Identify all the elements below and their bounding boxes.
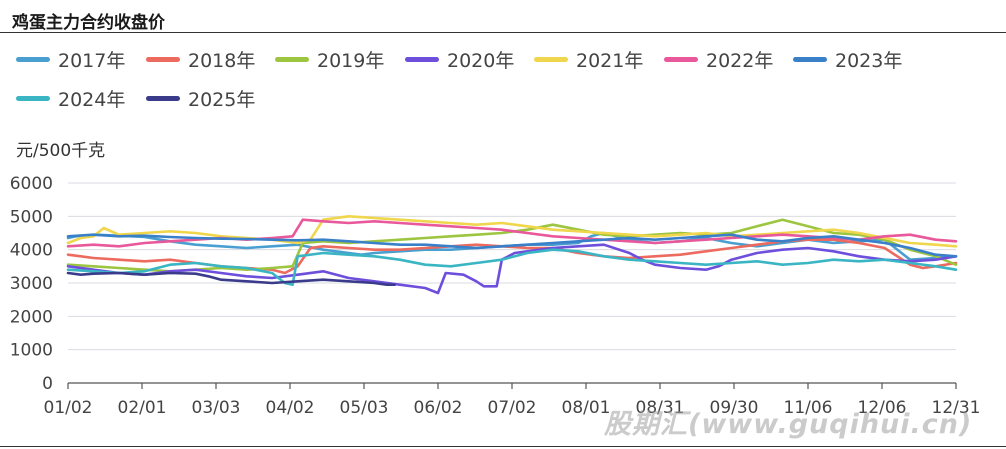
legend-swatch [664, 57, 698, 62]
x-tick-label: 08/01 [562, 398, 611, 418]
x-tick-label: 07/02 [488, 398, 537, 418]
x-tick-label: 08/31 [636, 398, 685, 418]
x-tick-label: 05/03 [340, 398, 389, 418]
x-tick-label: 01/02 [44, 398, 93, 418]
y-axis-unit-label: 元/500千克 [16, 141, 106, 161]
legend-item-2018年[interactable]: 2018年 [146, 46, 255, 73]
y-tick-label: 1000 [10, 341, 53, 361]
legend-item-2019年[interactable]: 2019年 [275, 46, 384, 73]
series-line-2021年 [66, 215, 958, 248]
legend-label: 2019年 [317, 50, 385, 72]
legend-swatch [534, 57, 568, 62]
y-tick-label: 3000 [10, 274, 53, 294]
x-tick-label: 09/30 [710, 398, 759, 418]
legend-label: 2024年 [58, 89, 126, 111]
x-tick-label: 04/02 [266, 398, 315, 418]
legend-swatch [793, 57, 827, 62]
x-tick-label: 06/02 [414, 398, 463, 418]
y-tick-label: 4000 [10, 241, 53, 261]
legend-item-2025年[interactable]: 2025年 [146, 85, 255, 112]
legend-label: 2018年 [188, 50, 256, 72]
title-divider [0, 32, 1006, 33]
legend-swatch [146, 96, 180, 101]
legend-item-2020年[interactable]: 2020年 [405, 46, 514, 73]
legend-item-2023年[interactable]: 2023年 [793, 46, 902, 73]
y-tick-label: 0 [42, 374, 53, 394]
legend-label: 2020年 [447, 50, 515, 72]
legend-item-2021年[interactable]: 2021年 [534, 46, 643, 73]
legend-item-2022年[interactable]: 2022年 [664, 46, 773, 73]
bottom-divider [0, 446, 1006, 447]
legend-swatch [146, 57, 180, 62]
x-tick-label: 12/06 [858, 398, 907, 418]
x-tick-label: 11/06 [784, 398, 833, 418]
legend-item-2024年[interactable]: 2024年 [16, 85, 125, 112]
legend-label: 2017年 [58, 50, 126, 72]
legend-item-2017年[interactable]: 2017年 [16, 46, 125, 73]
x-tick-label: 03/03 [192, 398, 241, 418]
legend-swatch [275, 57, 309, 62]
y-tick-label: 6000 [10, 174, 53, 194]
x-tick-label: 02/01 [118, 398, 167, 418]
series-line-2025年 [66, 271, 396, 286]
series-line-2024年 [66, 248, 958, 286]
legend-swatch [16, 57, 50, 62]
chart-title: 鸡蛋主力合约收盘价 [12, 13, 165, 33]
x-tick-label: 12/31 [932, 398, 981, 418]
legend-label: 2022年 [706, 50, 774, 72]
series-line-2023年 [66, 233, 958, 258]
legend-swatch [16, 96, 50, 101]
legend-label: 2025年 [188, 89, 256, 111]
series-line-2019年 [66, 218, 958, 273]
y-tick-label: 2000 [10, 307, 53, 327]
legend-label: 2023年 [835, 50, 903, 72]
legend-swatch [405, 57, 439, 62]
legend-label: 2021年 [576, 50, 644, 72]
y-tick-label: 5000 [10, 207, 53, 227]
watermark: 股期汇(www.guqihui.cn) [604, 409, 973, 440]
